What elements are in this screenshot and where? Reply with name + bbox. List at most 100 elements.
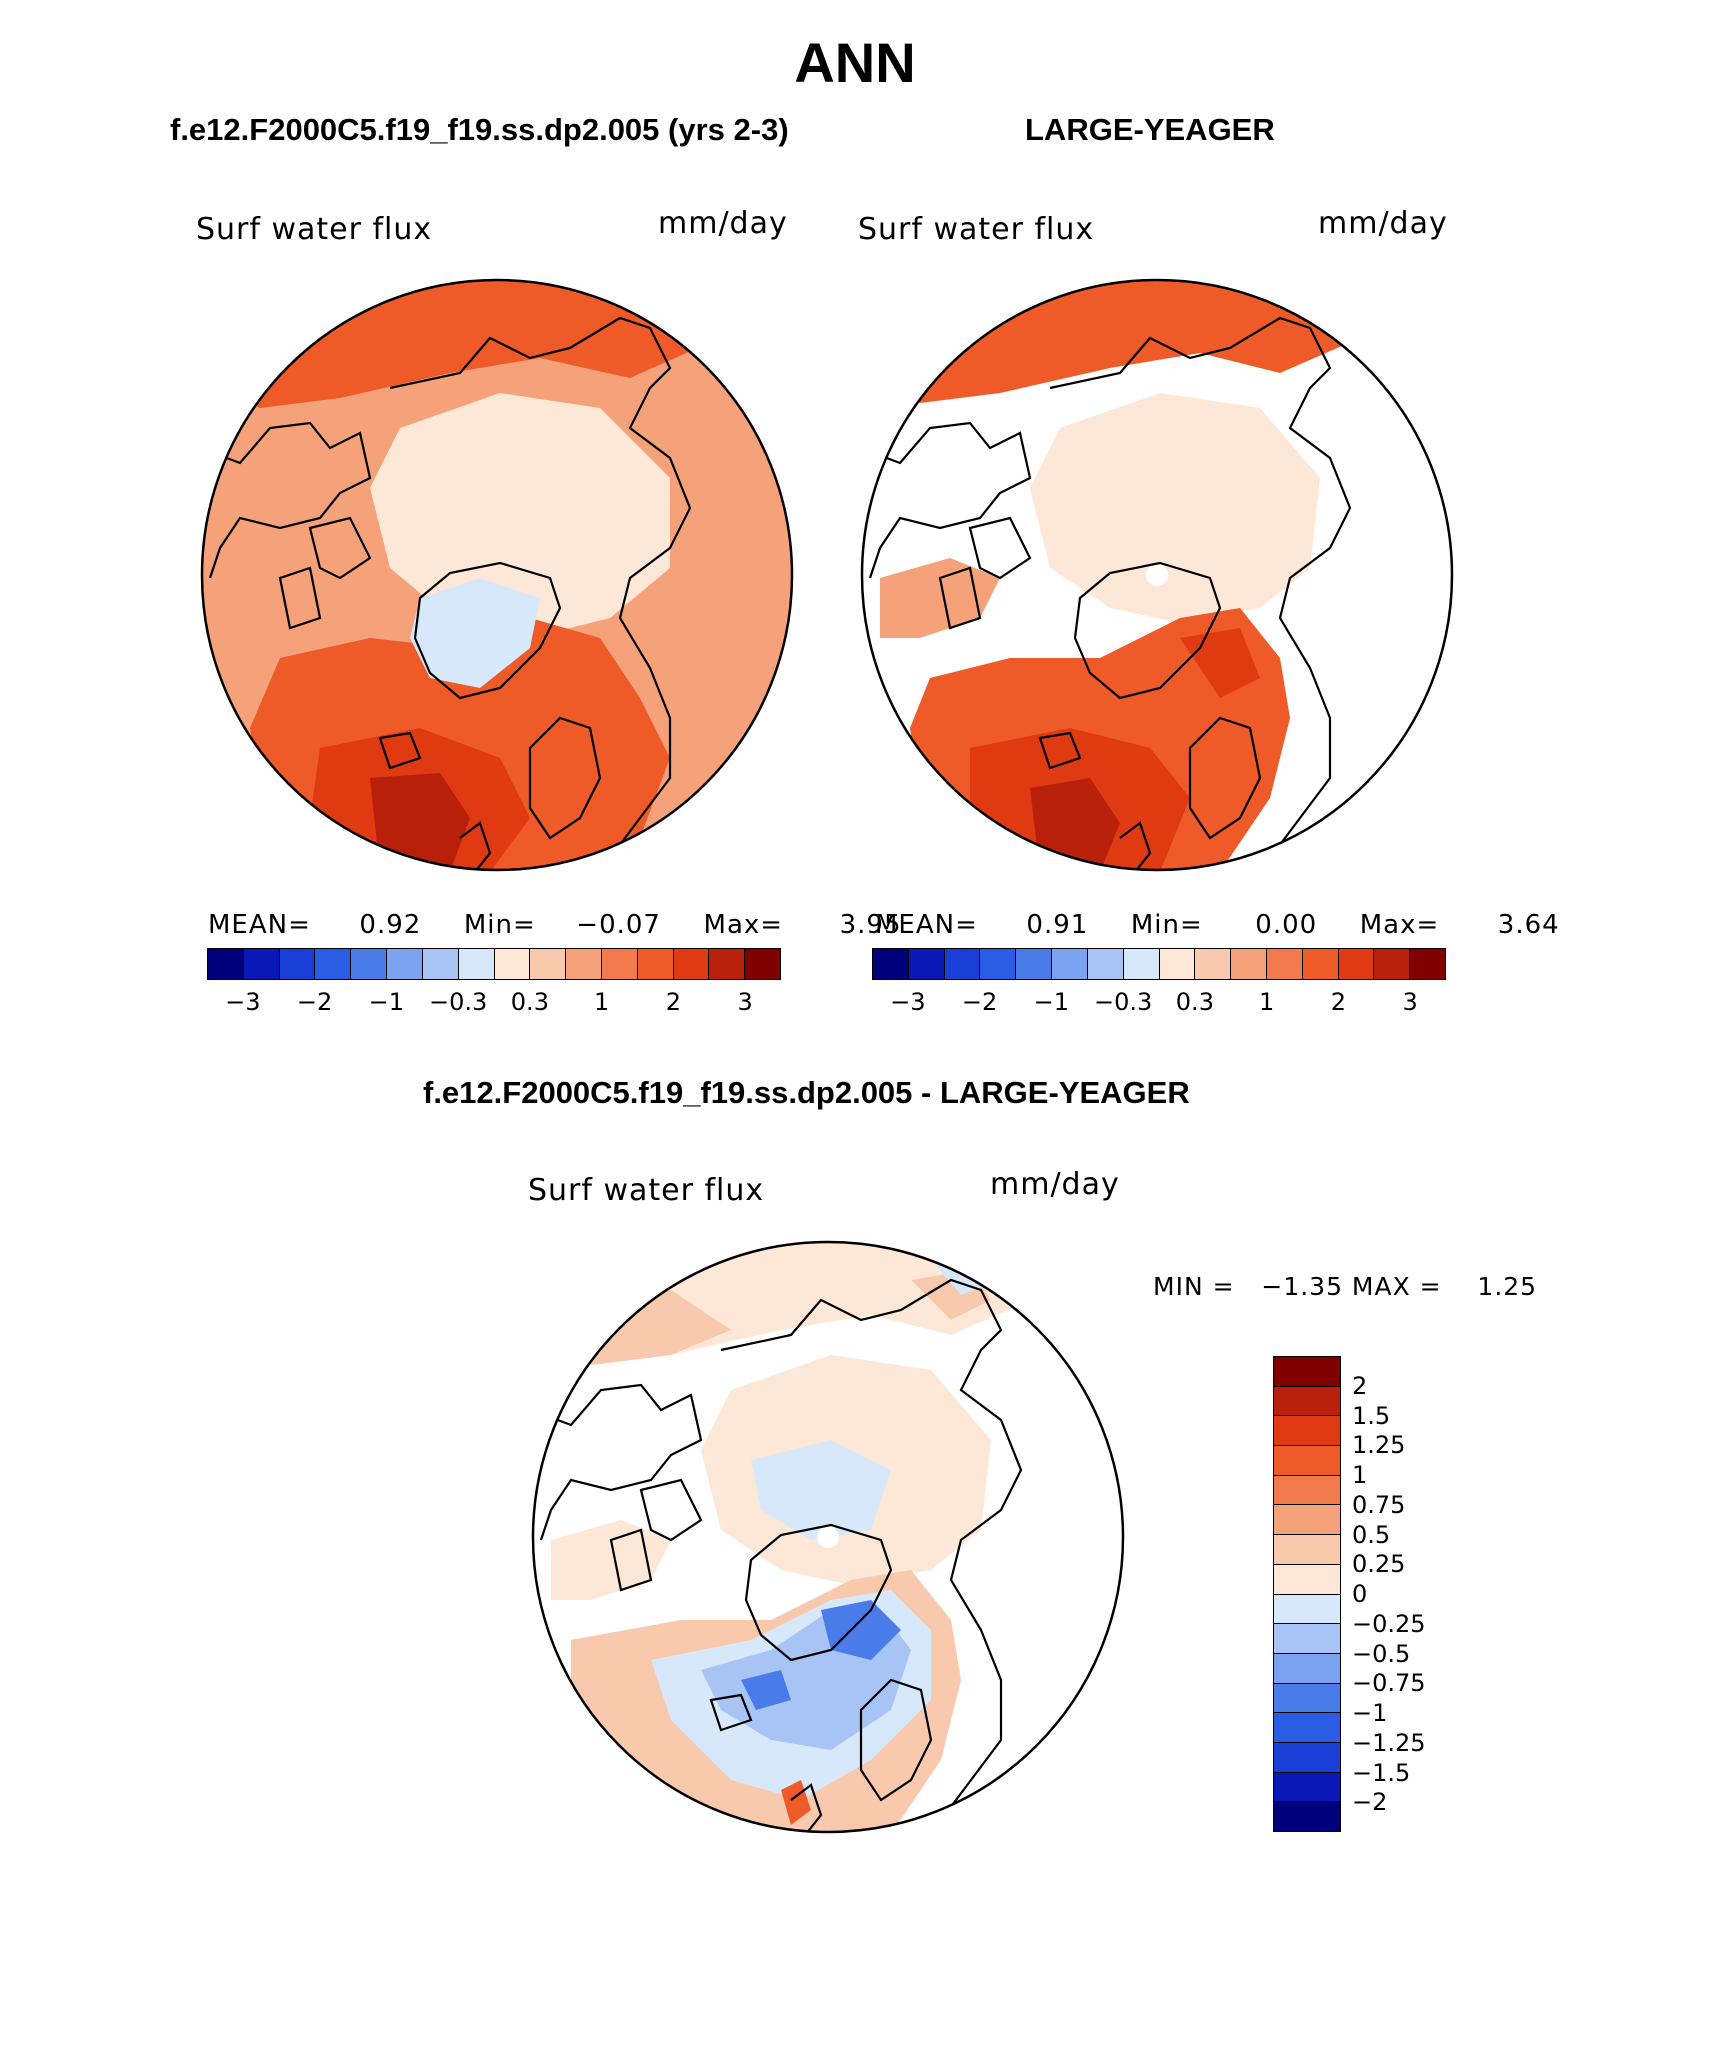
- right-colorbar-tick: −3: [890, 988, 926, 1016]
- left-case-title: f.e12.F2000C5.f19_f19.ss.dp2.005 (yrs 2-…: [170, 112, 789, 147]
- left-map: [200, 278, 794, 872]
- left-colorbar-cell: [351, 949, 388, 979]
- left-colorbar-cell: [745, 949, 780, 979]
- left-variable-label: Surf water flux: [196, 212, 433, 247]
- diff-colorbar-cell: [1274, 1802, 1340, 1831]
- right-subpolar-field: [880, 558, 1000, 638]
- diff-colorbar-cell: [1274, 1624, 1340, 1654]
- right-atlantic-max: [1030, 778, 1120, 870]
- right-pole-gap: [1146, 564, 1168, 586]
- right-mean-value: 0.91: [1026, 910, 1089, 940]
- right-colorbar-tick: 1: [1258, 988, 1275, 1016]
- right-colorbar-cell: [1338, 949, 1375, 979]
- left-colorbar-cell: [601, 949, 638, 979]
- right-min-value: 0.00: [1255, 910, 1318, 940]
- left-coast-iceland: [378, 731, 422, 770]
- left-colorbar-cell: [709, 949, 746, 979]
- right-case-title: LARGE-YEAGER: [1025, 112, 1275, 147]
- diff-coast-islands: [609, 1478, 703, 1592]
- right-colorbar-cell: [908, 949, 945, 979]
- left-colorbar-cell: [673, 949, 710, 979]
- left-coast-america: [202, 421, 372, 579]
- diff-colorbar-cell: [1274, 1564, 1340, 1595]
- right-map: [860, 278, 1454, 872]
- left-max-value: 3.95: [839, 910, 902, 940]
- diff-colorbar-cell: [1274, 1772, 1340, 1803]
- page-title: ANN: [794, 31, 916, 94]
- right-colorbar-cell: [1410, 949, 1445, 979]
- left-colorbar-cell: [566, 949, 602, 979]
- left-coast-eurasia: [389, 316, 692, 870]
- left-colorbar-tick: −1: [368, 988, 405, 1016]
- right-colorbar-cell: [1231, 949, 1267, 979]
- diff-colorbar-label: −0.75: [1352, 1669, 1426, 1698]
- diff-colorbar-cell: [1274, 1594, 1340, 1625]
- diff-colorbar-label: 1.5: [1352, 1401, 1391, 1430]
- diff-west-pos: [551, 1520, 671, 1600]
- left-mean-value: 0.92: [359, 910, 422, 940]
- diff-colorbar-label: −2: [1352, 1788, 1388, 1817]
- right-coast-greenland: [1073, 561, 1222, 700]
- right-max-label: Max=: [1359, 910, 1440, 940]
- right-colorbar-cell: [980, 949, 1017, 979]
- left-coast-greenland: [413, 561, 562, 700]
- right-colorbar-cell: [1195, 949, 1232, 979]
- right-colorbar-tick: 2: [1330, 988, 1347, 1016]
- right-coast-britain: [1119, 821, 1152, 870]
- left-colorbar-tick: 3: [737, 988, 753, 1016]
- right-colorbar-tick: 0.3: [1175, 988, 1214, 1016]
- left-stats: MEAN= 0.92 Min= −0.07 Max= 3.95: [208, 910, 901, 940]
- right-variable-label: Surf water flux: [858, 212, 1095, 247]
- diff-arctic-neg: [751, 1440, 891, 1540]
- left-colorbar-tick: −2: [296, 988, 333, 1016]
- diff-colorbar-label: 2: [1352, 1371, 1368, 1400]
- diff-colorbar-cell: [1274, 1357, 1340, 1387]
- right-colorbar-cell: [1159, 949, 1196, 979]
- diff-units-label: mm/day: [990, 1167, 1120, 1202]
- diff-coast-greenland: [744, 1523, 893, 1662]
- left-colorbar-cell: [279, 949, 316, 979]
- right-colorbar-tick: −1: [1033, 988, 1070, 1016]
- left-min-value: −0.07: [576, 910, 661, 940]
- diff-colorbar-cell: [1274, 1386, 1340, 1417]
- diff-coast-america: [533, 1383, 703, 1541]
- left-colorbar-cell: [637, 949, 674, 979]
- left-colorbar-tick: 1: [593, 988, 610, 1016]
- left-coast-britain: [459, 821, 492, 870]
- left-colorbar-cell: [387, 949, 423, 979]
- left-max-label: Max=: [703, 910, 784, 940]
- right-coast-scandinavia: [1188, 716, 1262, 840]
- left-colorbar-cell: [243, 949, 280, 979]
- right-colorbar-tick: −0.3: [1093, 988, 1153, 1016]
- diff-colorbar-label: −0.25: [1352, 1609, 1426, 1638]
- diff-colorbar-label: −1.25: [1352, 1728, 1426, 1757]
- right-max-value: 3.64: [1497, 910, 1560, 940]
- left-coast-scandinavia: [528, 716, 602, 840]
- left-colorbar-tick: 0.3: [510, 988, 549, 1016]
- diff-colorbar-cell: [1274, 1683, 1340, 1714]
- diff-colorbar-cell: [1274, 1475, 1340, 1506]
- left-units-label: mm/day: [658, 206, 788, 241]
- right-stats: MEAN= 0.91 Min= 0.00 Max= 3.64: [875, 910, 1560, 940]
- right-units-label: mm/day: [1318, 206, 1448, 241]
- left-colorbar-cell: [208, 949, 244, 979]
- diff-colorbar-cell: [1274, 1505, 1340, 1536]
- left-colorbar-cell: [422, 949, 459, 979]
- diff-colorbar-cell: [1274, 1713, 1340, 1743]
- left-colorbar-cell: [530, 949, 567, 979]
- right-colorbar: [872, 948, 1446, 980]
- right-coast-iceland: [1038, 731, 1082, 770]
- left-greenland-neg: [410, 578, 540, 688]
- diff-coast-scandinavia: [859, 1678, 933, 1802]
- right-min-label: Min=: [1130, 910, 1203, 940]
- diff-colorbar-label: −1.5: [1352, 1758, 1411, 1787]
- diff-map: [531, 1240, 1125, 1834]
- right-coast-america: [862, 421, 1032, 579]
- diff-colorbar: [1273, 1356, 1341, 1832]
- diff-colorbar-label: 0: [1352, 1580, 1368, 1608]
- right-colorbar-cell: [1016, 949, 1053, 979]
- left-colorbar: [207, 948, 781, 980]
- diff-colorbar-cell: [1274, 1446, 1340, 1476]
- right-colorbar-tick: −2: [961, 988, 998, 1016]
- diff-colorbar-cell: [1274, 1535, 1340, 1565]
